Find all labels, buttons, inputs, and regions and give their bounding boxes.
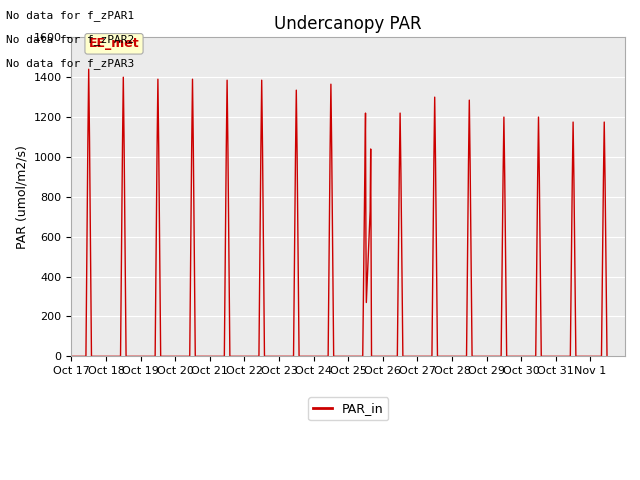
Text: EE_met: EE_met [89, 37, 140, 50]
Y-axis label: PAR (umol/m2/s): PAR (umol/m2/s) [15, 145, 28, 249]
Text: No data for f_zPAR2: No data for f_zPAR2 [6, 34, 134, 45]
Title: Undercanopy PAR: Undercanopy PAR [275, 15, 422, 33]
Text: No data for f_zPAR1: No data for f_zPAR1 [6, 10, 134, 21]
Text: No data for f_zPAR3: No data for f_zPAR3 [6, 58, 134, 69]
Legend: PAR_in: PAR_in [308, 397, 388, 420]
